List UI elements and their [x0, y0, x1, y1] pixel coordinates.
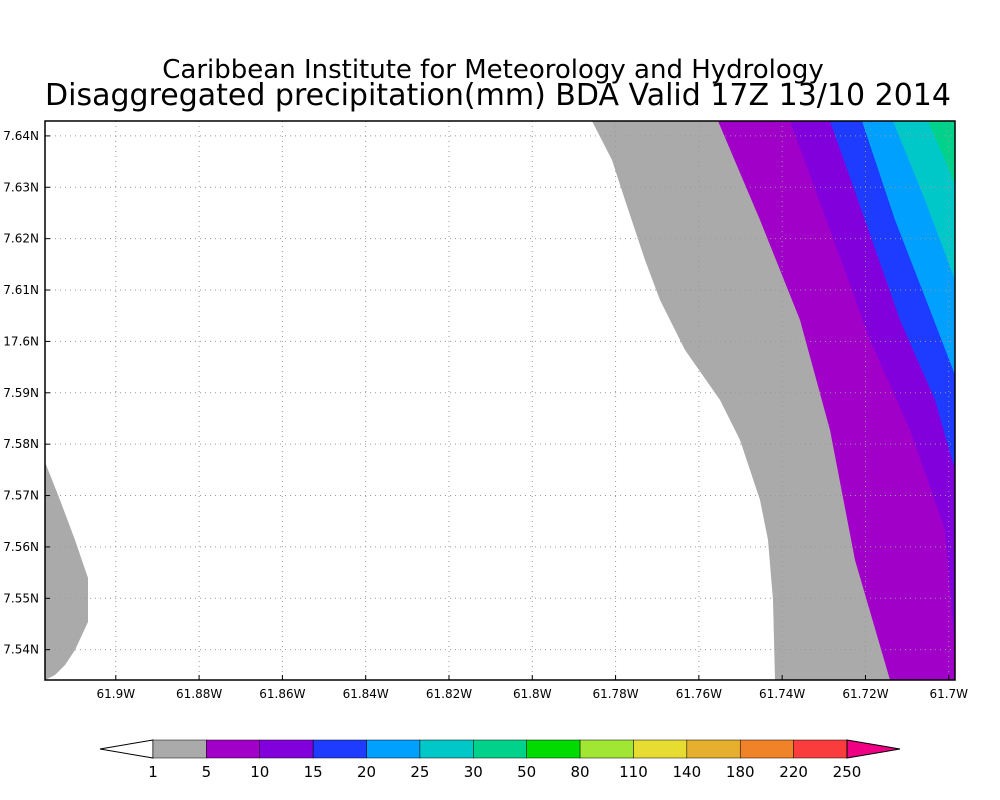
colorbar: 1 5 10 15 20 25 30 50 80 110 140 180 220 250: [99, 739, 901, 781]
colorbar-label: 25: [410, 763, 429, 781]
contour-area: [928, 121, 955, 185]
plot-frame: [44, 120, 956, 681]
grid: [45, 121, 955, 680]
x-tick-label: 61.74W: [759, 687, 805, 701]
colorbar-box: [526, 739, 581, 759]
colorbar-arrow: [846, 739, 901, 759]
x-tick-label: 61.76W: [676, 687, 722, 701]
x-tick-label: 61.86W: [259, 687, 305, 701]
colorbar-label: 30: [464, 763, 483, 781]
contour-area: [45, 462, 88, 680]
colorbar-box: [473, 739, 527, 759]
y-tick-label: 7.63N: [3, 180, 39, 194]
x-tick-label: 61.8W: [513, 687, 552, 701]
y-tick-label: 7.64N: [3, 129, 39, 143]
colorbar-label: 250: [833, 763, 862, 781]
y-tick-label: 7.61N: [3, 283, 39, 297]
y-tick-label: 7.55N: [3, 591, 39, 605]
colorbar-box: [312, 739, 367, 759]
colorbar-arrow: [99, 739, 154, 759]
x-tick-label: 61.84W: [343, 687, 389, 701]
subtitle: Disaggregated precipitation(mm) BDA Vali…: [45, 78, 951, 113]
colorbar-box: [259, 739, 314, 759]
colorbar-label: 5: [202, 763, 212, 781]
colorbar-label: 220: [779, 763, 808, 781]
colorbar-label: 1: [148, 763, 158, 781]
colorbar-label: 50: [517, 763, 536, 781]
colorbar-label: 110: [619, 763, 648, 781]
colorbar-box: [633, 739, 688, 759]
colorbar-box: [686, 739, 741, 759]
x-tick-label: 61.82W: [426, 687, 472, 701]
colorbar-label: 140: [673, 763, 702, 781]
colorbar-box: [419, 739, 474, 759]
precip-field: [45, 121, 955, 680]
x-tick-label: 61.88W: [176, 687, 222, 701]
y-tick-label: 7.57N: [3, 489, 39, 503]
colorbar-box: [206, 739, 261, 759]
colorbar-label: 10: [250, 763, 269, 781]
colorbar-box: [739, 739, 794, 759]
colorbar-box: [366, 739, 421, 759]
colorbar-label: 180: [726, 763, 755, 781]
y-tick-label: 7.54N: [3, 643, 39, 657]
colorbar-label: 15: [304, 763, 323, 781]
contour-area: [893, 121, 955, 280]
x-tick-label: 61.78W: [592, 687, 638, 701]
y-tick-label: 7.62N: [3, 232, 39, 246]
colorbar-label: 20: [357, 763, 376, 781]
colorbar-box: [793, 739, 848, 759]
x-tick-label: 61.72W: [842, 687, 888, 701]
x-tick-label: 61.9W: [97, 687, 136, 701]
colorbar-label: 80: [571, 763, 590, 781]
y-tick-label: 7.58N: [3, 437, 39, 451]
y-tick-label: 17.6N: [3, 334, 39, 348]
x-tick-label: 61.7W: [929, 687, 968, 701]
y-tick-label: 7.59N: [3, 386, 39, 400]
y-tick-label: 7.56N: [3, 540, 39, 554]
colorbar-box: [152, 739, 207, 759]
title: Caribbean Institute for Meteorology and …: [162, 55, 823, 85]
colorbar-box: [579, 739, 634, 759]
